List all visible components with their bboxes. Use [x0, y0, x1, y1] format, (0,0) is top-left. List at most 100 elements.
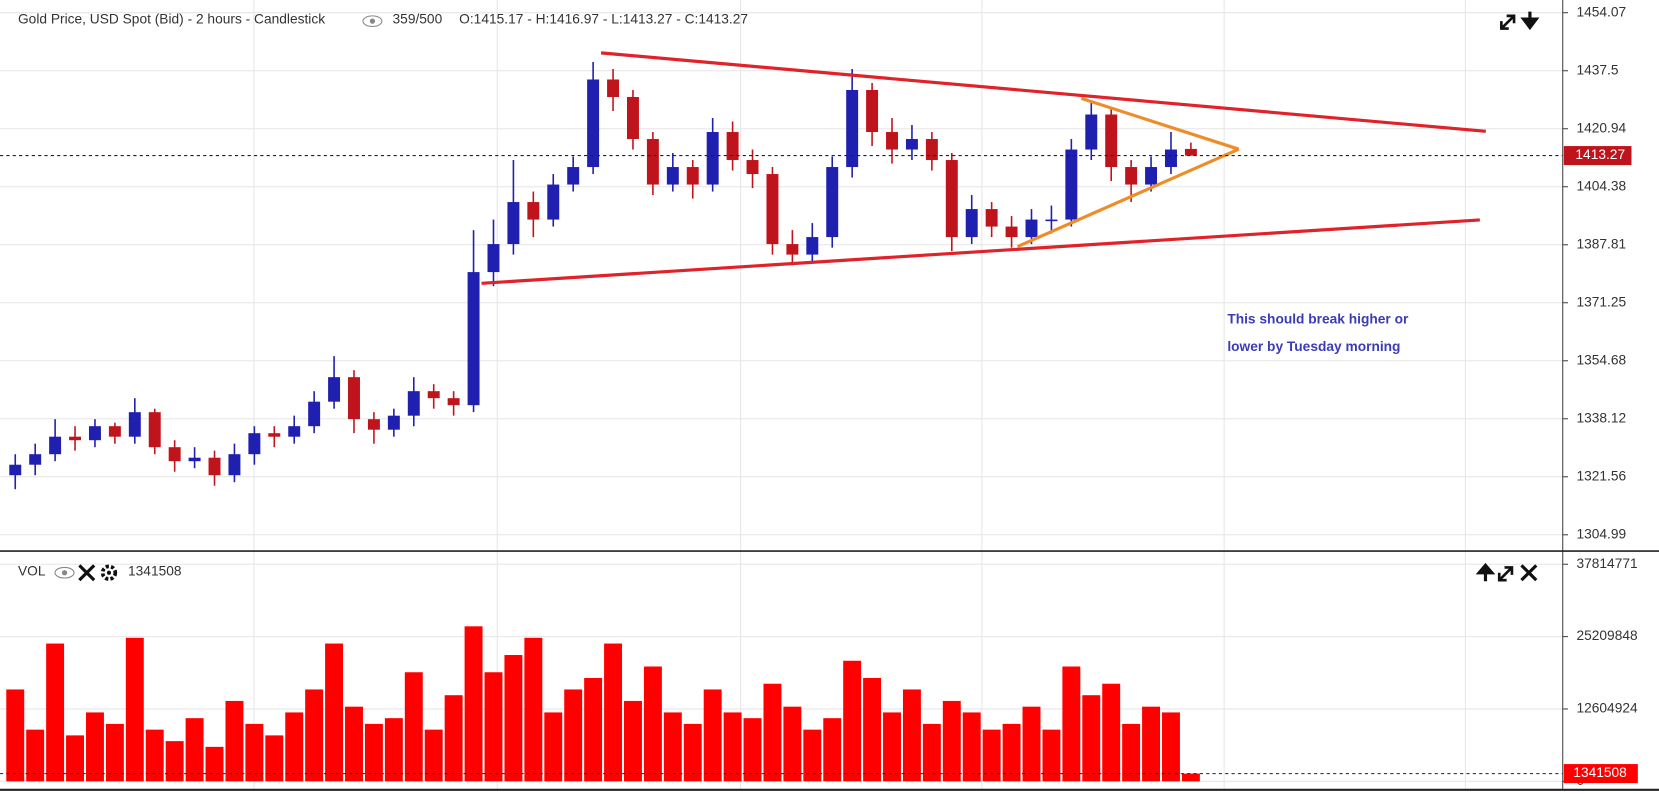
candle-body [128, 412, 141, 437]
volume-bar [544, 712, 563, 782]
candle-body [985, 209, 998, 227]
candle-body [387, 415, 400, 430]
candle-body [607, 79, 620, 98]
eye-icon[interactable] [54, 566, 75, 579]
ohlc-label: O:1415.17 - H:1416.97 - L:1413.27 - C:14… [459, 12, 748, 27]
candle-body [1165, 149, 1177, 168]
candle-body [328, 377, 341, 402]
candle-body [646, 139, 659, 185]
trend-line [1016, 147, 1240, 248]
volume-bar [1022, 706, 1041, 782]
volume-bar [1102, 683, 1121, 782]
volume-bar [1002, 723, 1021, 782]
y-tick-label: 1437.5 [1576, 62, 1618, 77]
candle-body [905, 139, 918, 150]
candle-body [248, 433, 261, 455]
annotation: lower by Tuesday morning [1227, 339, 1400, 354]
expand-icon[interactable] [1497, 566, 1514, 582]
candle-body [826, 167, 839, 238]
candle-body [587, 79, 600, 168]
candle-body [69, 436, 82, 441]
candle-body [1184, 148, 1197, 156]
y-tick-label: 1387.81 [1576, 236, 1626, 251]
candle-body [626, 97, 639, 140]
candle-body [806, 237, 819, 255]
volume-bar [524, 637, 543, 782]
volume-bar [6, 689, 25, 782]
candle-body [168, 447, 181, 462]
down-arrow-icon[interactable] [1520, 11, 1540, 31]
volume-bar [105, 723, 124, 782]
candle-body [1005, 226, 1018, 238]
candle-body [49, 436, 62, 455]
last-volume-box [1563, 764, 1638, 784]
candle-body [706, 132, 719, 185]
candle-body [1125, 167, 1138, 185]
candle-body [288, 426, 301, 437]
y-tick-label: 37814771 [1576, 556, 1637, 571]
candle-body [886, 132, 898, 150]
candle-body [29, 454, 42, 465]
volume-bar [26, 729, 45, 782]
volume-bar [1122, 723, 1141, 782]
volume-bar [245, 723, 264, 782]
candle-body [208, 457, 221, 476]
trend-line [481, 218, 1480, 285]
candle-body [348, 377, 360, 420]
candle-body [367, 419, 380, 430]
volume-bar [464, 626, 483, 782]
expand-icon[interactable] [1500, 14, 1516, 30]
candle-body [228, 454, 241, 476]
last-volume-label: 1341508 [1573, 765, 1627, 780]
candle-body [9, 464, 22, 476]
volume-bar [902, 689, 921, 782]
close-icon[interactable] [1520, 564, 1538, 582]
volume-bar [863, 677, 882, 782]
candle-body [308, 401, 321, 427]
volume-bar [1142, 706, 1161, 782]
up-arrow-icon[interactable] [1475, 562, 1496, 582]
candle-body [1025, 219, 1038, 238]
volume-bar [225, 700, 244, 782]
volume-bar [265, 735, 284, 782]
volume-bar [125, 637, 144, 782]
volume-bar [145, 729, 164, 782]
candle-body [148, 412, 161, 448]
last-price-box [1563, 146, 1632, 166]
eye-icon[interactable] [362, 15, 383, 27]
candle-body [786, 244, 799, 255]
volume-bar [285, 712, 304, 782]
volume-bar [962, 712, 981, 782]
volume-bar [922, 723, 941, 782]
candle-body [866, 90, 879, 133]
volume-bar [205, 746, 224, 782]
candle-body [268, 433, 281, 437]
volume-bar [1062, 666, 1081, 782]
volume-bar [85, 712, 104, 782]
volume-bar [823, 718, 842, 782]
volume-bar [66, 735, 84, 782]
volume-bar [1162, 712, 1180, 782]
volume-current: 1341508 [128, 563, 182, 578]
volume-bar [165, 741, 184, 782]
counter: 359/500 [393, 12, 443, 27]
volume-bar [484, 672, 503, 782]
candle-body [666, 167, 679, 185]
volume-bar [803, 729, 822, 782]
chart-title: Gold Price, USD Spot (Bid) - 2 hours - C… [18, 12, 325, 27]
candle-body [108, 426, 121, 437]
close-icon[interactable] [78, 564, 96, 582]
volume-bar [584, 677, 603, 782]
volume-bar [1181, 773, 1200, 782]
volume-bar [404, 672, 423, 782]
volume-bar [345, 706, 363, 782]
volume-bar [364, 723, 383, 782]
candle-body [1045, 219, 1058, 222]
last-price-label: 1413.27 [1575, 147, 1625, 162]
trend-line [1080, 96, 1240, 151]
y-tick-label: 1454.07 [1576, 4, 1626, 19]
candle-body [447, 398, 460, 406]
volume-bar [703, 689, 722, 782]
settings-icon[interactable] [100, 564, 118, 581]
